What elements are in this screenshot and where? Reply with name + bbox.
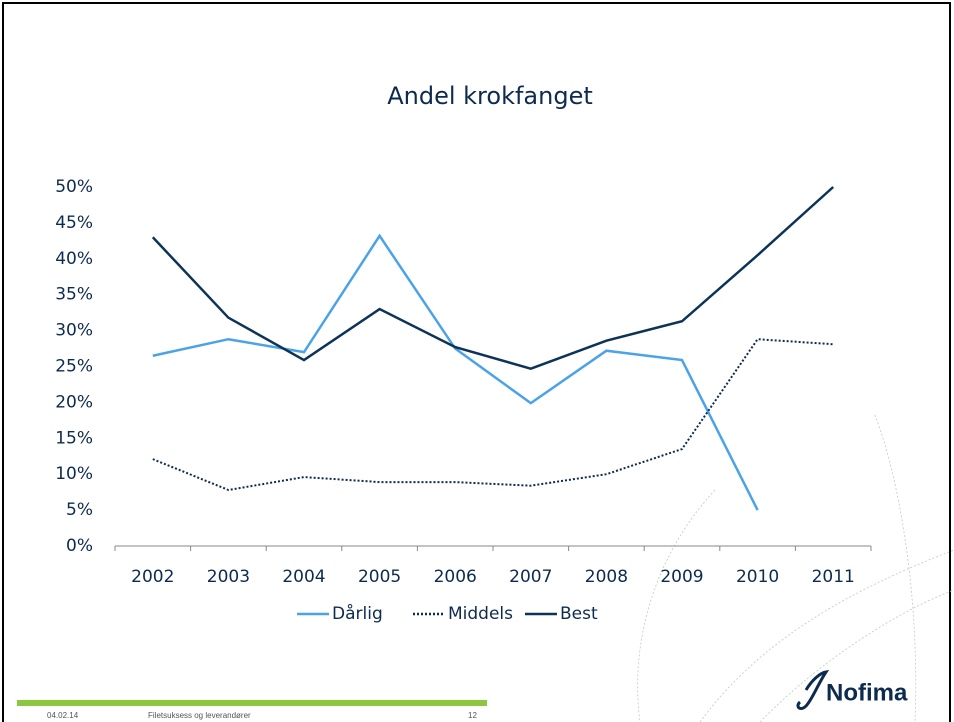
footer-bar <box>17 700 487 706</box>
y-tick-label: 30% <box>55 321 93 341</box>
y-tick-label: 10% <box>55 464 93 484</box>
x-tick-label: 2008 <box>585 567 628 587</box>
x-tick-label: 2002 <box>131 567 174 587</box>
y-tick-label: 45% <box>55 213 93 233</box>
x-tick-label: 2007 <box>509 567 552 587</box>
x-tick-label: 2010 <box>736 567 779 587</box>
footer-date: 04.02.14 <box>47 711 79 720</box>
legend-label: Dårlig <box>332 603 383 624</box>
legend-label: Best <box>560 604 598 624</box>
logo-text: Nofima <box>826 679 908 706</box>
x-tick-label: 2005 <box>358 567 401 587</box>
legend-label: Middels <box>448 604 513 624</box>
decoration <box>637 414 954 722</box>
y-tick-label: 40% <box>55 249 93 269</box>
y-tick-label: 25% <box>55 357 93 377</box>
y-tick-label: 50% <box>55 177 93 197</box>
series-line <box>152 233 759 511</box>
y-tick-label: 5% <box>66 500 93 520</box>
footer-text: Filetsuksess og leverandører <box>148 711 251 720</box>
y-tick-label: 20% <box>55 392 93 412</box>
y-tick-label: 0% <box>66 536 93 556</box>
x-tick-label: 2004 <box>282 567 325 587</box>
series-line <box>151 186 835 370</box>
logo-mark <box>796 669 830 710</box>
footer-page: 12 <box>468 711 477 720</box>
x-tick-label: 2011 <box>812 567 855 587</box>
y-tick-label: 15% <box>55 428 93 448</box>
x-tick-label: 2003 <box>207 567 250 587</box>
y-tick-label: 35% <box>55 285 93 305</box>
x-tick-label: 2006 <box>434 567 477 587</box>
x-tick-label: 2009 <box>660 567 703 587</box>
series-line <box>152 338 834 492</box>
chart-title: Andel krokfanget <box>387 82 593 110</box>
